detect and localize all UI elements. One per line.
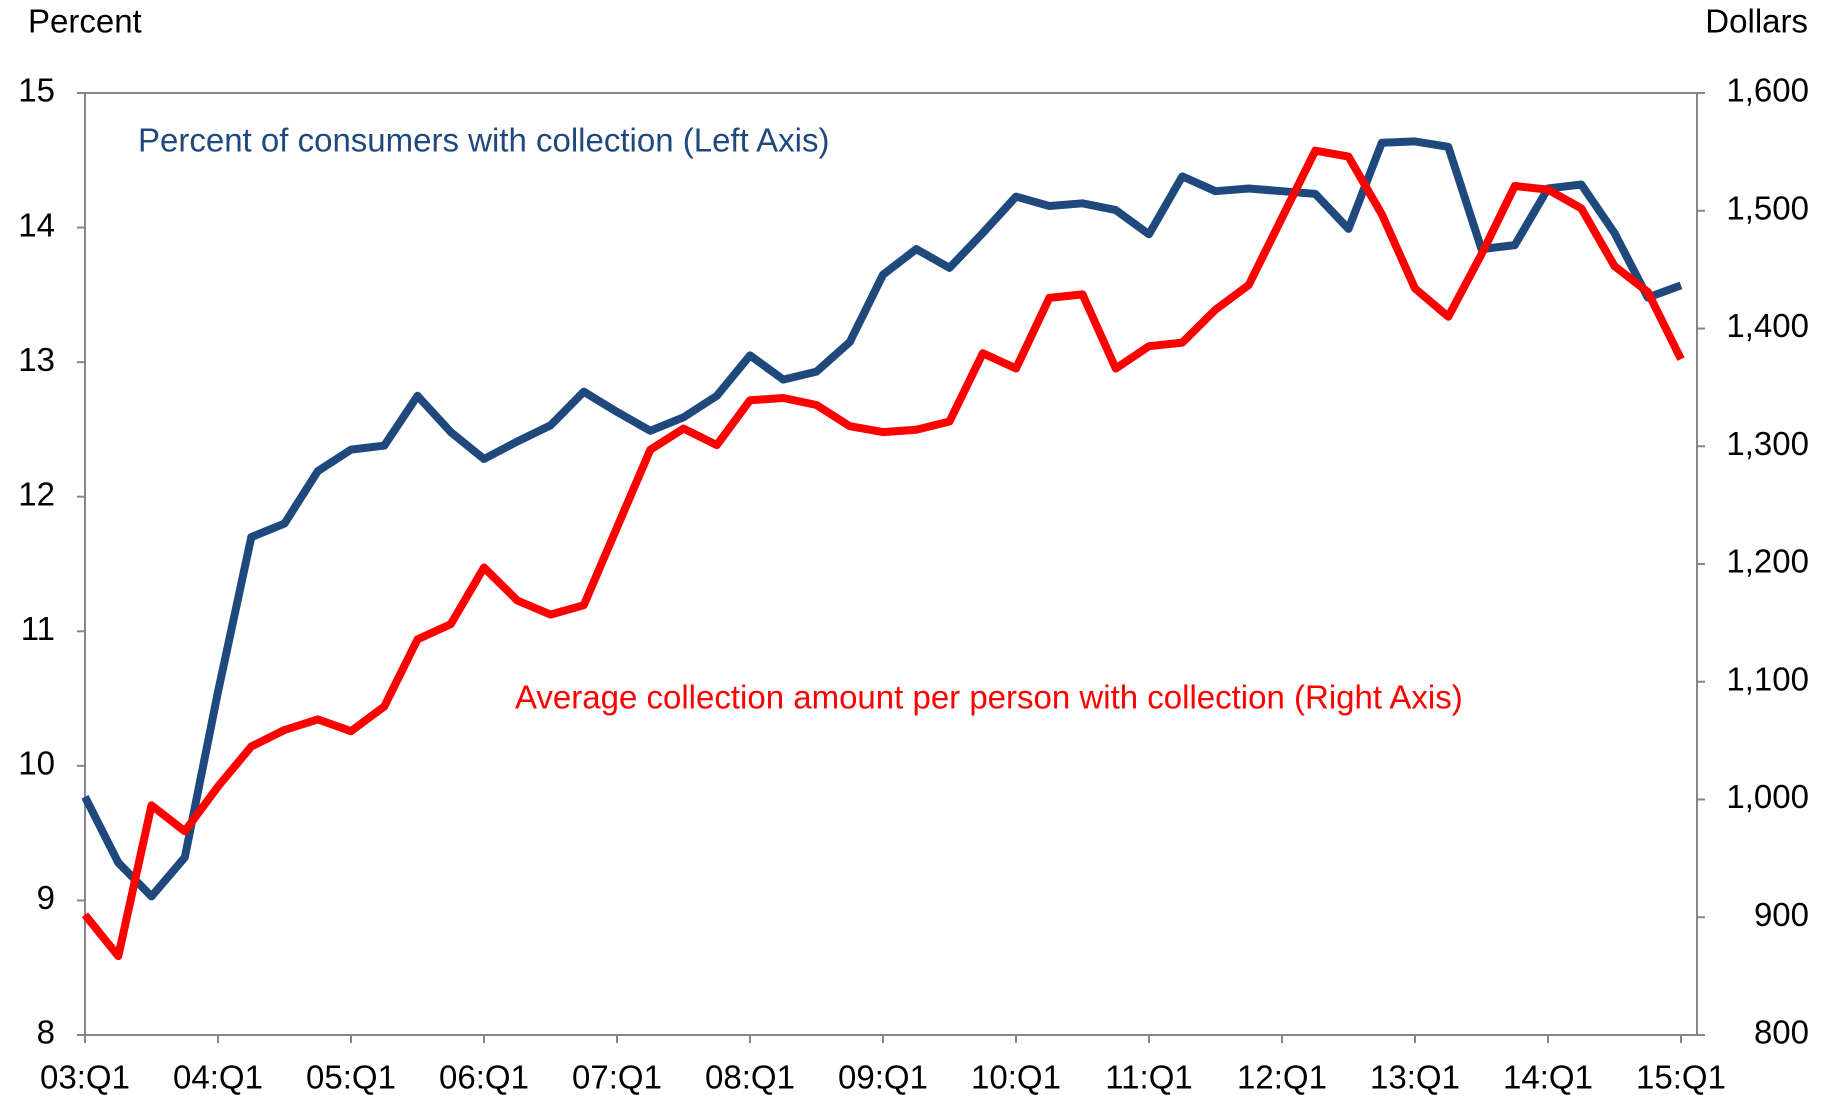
y2-tick-label: 1,600 — [1726, 72, 1809, 109]
x-tick-label: 05:Q1 — [306, 1059, 396, 1095]
y-tick-label: 13 — [18, 341, 55, 378]
x-tick-label: 14:Q1 — [1503, 1059, 1593, 1095]
y-tick-label: 14 — [18, 206, 55, 243]
x-tick-label: 09:Q1 — [838, 1059, 928, 1095]
y-tick-label: 11 — [21, 610, 55, 647]
x-tick-label: 06:Q1 — [439, 1059, 529, 1095]
y-tick-label: 15 — [18, 72, 55, 109]
y2-tick-label: 1,400 — [1726, 307, 1809, 344]
y2-tick-label: 1,300 — [1726, 425, 1809, 462]
x-tick-label: 10:Q1 — [971, 1059, 1061, 1095]
y-tick-label: 8 — [37, 1014, 55, 1051]
x-tick-label: 04:Q1 — [173, 1059, 263, 1095]
y2-axis-label: Dollars — [1705, 3, 1808, 40]
x-tick-label: 15:Q1 — [1636, 1059, 1726, 1095]
series-line — [81, 146, 1685, 961]
x-tick-label: 12:Q1 — [1237, 1059, 1327, 1095]
y-tick-label: 9 — [37, 879, 55, 916]
y2-tick-label: 1,200 — [1726, 543, 1809, 580]
y-tick-label: 12 — [18, 475, 55, 512]
series-label: Average collection amount per person wit… — [515, 679, 1463, 716]
series-label: Percent of consumers with collection (Le… — [138, 122, 829, 159]
y-tick-label: 10 — [18, 745, 55, 782]
y2-tick-label: 1,100 — [1726, 660, 1809, 697]
x-tick-label: 13:Q1 — [1370, 1059, 1460, 1095]
x-tick-label: 03:Q1 — [40, 1059, 130, 1095]
plot-frame — [84, 92, 1698, 1036]
x-tick-label: 08:Q1 — [705, 1059, 795, 1095]
y-axis-label: Percent — [28, 3, 142, 40]
y2-tick-label: 1,500 — [1726, 189, 1809, 226]
y2-tick-label: 800 — [1754, 1014, 1809, 1051]
x-tick-label: 11:Q1 — [1105, 1059, 1192, 1095]
y2-tick-label: 1,000 — [1726, 778, 1809, 815]
x-tick-label: 07:Q1 — [572, 1059, 662, 1095]
y2-tick-label: 900 — [1754, 896, 1809, 933]
series-line — [81, 137, 1683, 901]
